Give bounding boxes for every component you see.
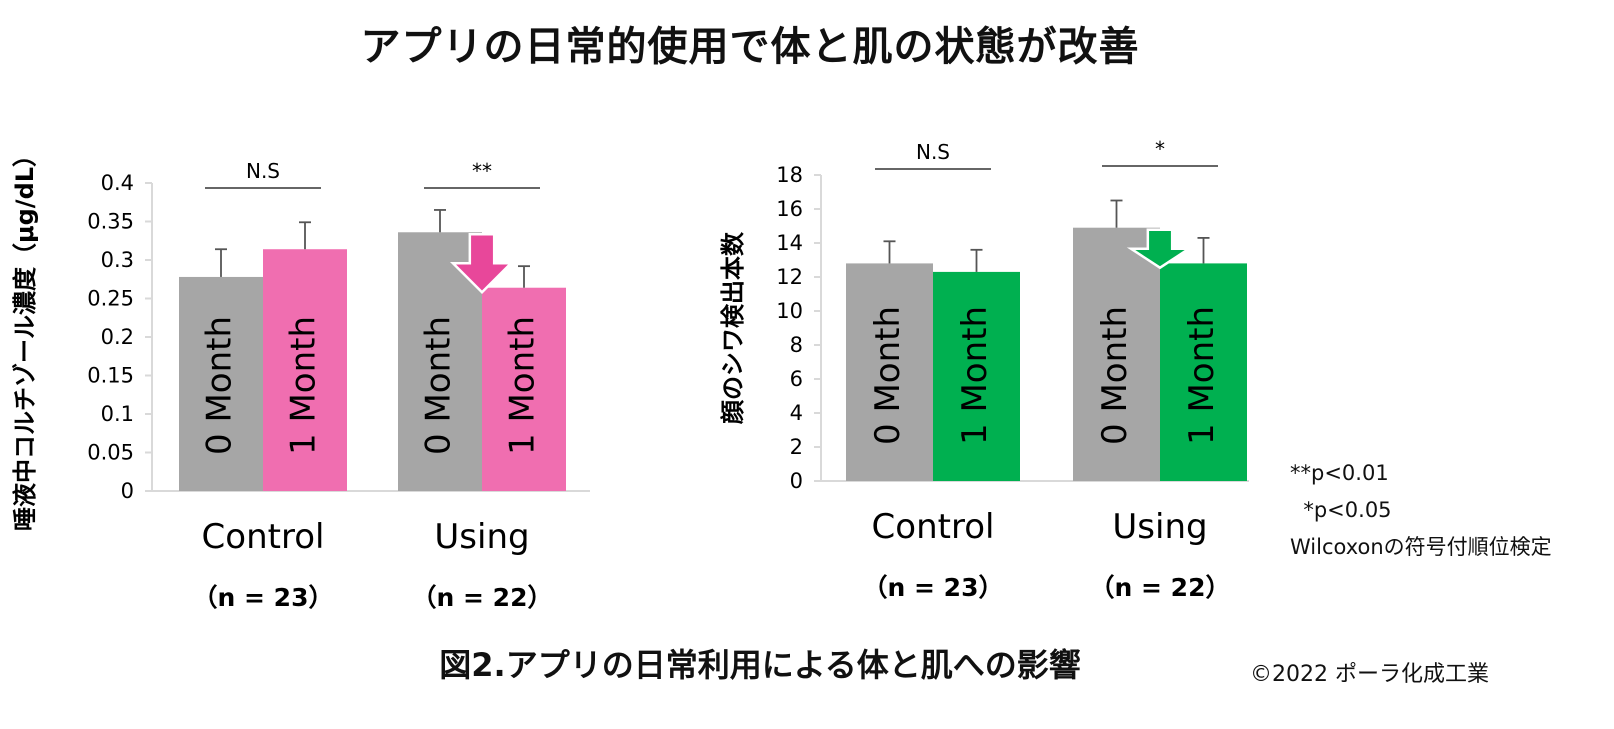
- y-tick-label: 0.1: [101, 402, 134, 426]
- y-tick-label: 14: [776, 231, 803, 255]
- figure-caption: 図2.アプリの日常利用による体と肌への影響: [439, 646, 1081, 684]
- bar-series-label: 0 Month: [1095, 306, 1135, 445]
- significance-label: *: [1155, 137, 1165, 161]
- bar-control-0month: [179, 276, 263, 491]
- significance-label: **: [472, 159, 492, 183]
- bar-using-0month: [1073, 227, 1160, 481]
- category-n-label: （n = 22）: [1090, 573, 1231, 602]
- bar-control-1month: [263, 249, 347, 491]
- y-tick-label: 8: [790, 333, 803, 357]
- y-tick-label: 0.2: [101, 325, 134, 349]
- y-tick-label: 18: [776, 163, 803, 187]
- y-tick-label: 12: [776, 265, 803, 289]
- category-label: Control: [872, 507, 995, 547]
- y-tick-label: 6: [790, 367, 803, 391]
- y-tick-label: 0: [121, 479, 134, 503]
- page-title: アプリの日常的使用で体と肌の状態が改善: [360, 24, 1140, 70]
- category-n-label: （n = 23）: [863, 573, 1004, 602]
- bar-series-label: 0 Month: [868, 306, 908, 445]
- decrease-arrow-icon: [1126, 228, 1194, 270]
- y-tick-label: 0.25: [87, 287, 134, 311]
- y-tick-label: 10: [776, 299, 803, 323]
- bar-using-1month: [1160, 263, 1247, 481]
- y-axis-label: 顔のシワ検出本数: [719, 231, 747, 425]
- bar-series-label: 1 Month: [955, 306, 995, 445]
- y-tick-label: 4: [790, 401, 803, 425]
- y-tick-label: 0.35: [87, 210, 134, 234]
- significance-label: N.S: [916, 140, 950, 164]
- bar-series-label: 0 Month: [419, 316, 459, 455]
- category-n-label: （n = 22）: [412, 583, 553, 612]
- note-p005: *p<0.05: [1290, 498, 1392, 522]
- decrease-arrow-icon: [449, 233, 515, 295]
- significance-notes: **p<0.01 *p<0.05 Wilcoxonの符号付順位検定: [1290, 455, 1552, 566]
- y-tick-label: 0.05: [87, 441, 134, 465]
- bar-series-label: 1 Month: [1182, 306, 1222, 445]
- y-axis-label: 唾液中コルチゾール濃度（μg/dL）: [11, 143, 39, 531]
- y-tick-label: 0: [790, 469, 803, 493]
- category-label: Control: [202, 517, 325, 557]
- bar-series-label: 0 Month: [200, 316, 240, 455]
- bar-using-1month: [482, 287, 566, 491]
- bar-control-1month: [933, 271, 1020, 481]
- bar-series-label: 1 Month: [503, 316, 543, 455]
- bar-series-label: 1 Month: [284, 316, 324, 455]
- note-p001: **p<0.01: [1290, 461, 1389, 485]
- y-tick-label: 2: [790, 435, 803, 459]
- copyright: ©2022 ポーラ化成工業: [1250, 662, 1489, 687]
- category-n-label: （n = 23）: [193, 583, 334, 612]
- note-test: Wilcoxonの符号付順位検定: [1290, 535, 1552, 559]
- bar-control-0month: [846, 263, 933, 481]
- y-tick-label: 0.4: [101, 171, 134, 195]
- wrinkle-chart: 顔のシワ検出本数 0 2 4 6 8 10 12 14 16 18 0 Month 1 Month Con…: [719, 137, 1249, 602]
- y-tick-label: 0.3: [101, 248, 134, 272]
- cortisol-chart: 唾液中コルチゾール濃度（μg/dL） 0 0.05 0.1 0.15 0.2 0.25 0.3…: [11, 143, 590, 612]
- significance-label: N.S: [246, 159, 280, 183]
- category-label: Using: [434, 517, 529, 557]
- y-tick-label: 0.15: [87, 364, 134, 388]
- y-tick-label: 16: [776, 197, 803, 221]
- category-label: Using: [1112, 507, 1207, 547]
